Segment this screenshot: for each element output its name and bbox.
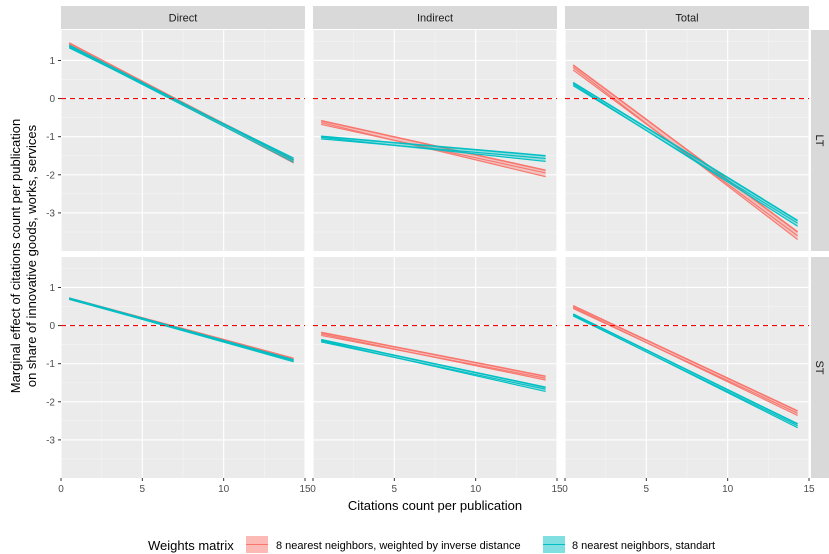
y-tick-label: 0 bbox=[49, 94, 55, 105]
strip-label: ST bbox=[813, 360, 825, 374]
x-tick-label: 10 bbox=[218, 484, 230, 495]
estimate-line bbox=[68, 297, 294, 361]
estimate-line bbox=[572, 64, 799, 233]
series-standart bbox=[572, 313, 798, 429]
strip-lt: LT bbox=[811, 30, 829, 251]
bound-line bbox=[572, 315, 798, 427]
strip-background bbox=[313, 6, 557, 29]
strip-label: Direct bbox=[169, 13, 198, 25]
y-axis-title: Marginal effect of citations count per p… bbox=[8, 119, 39, 393]
strip-background bbox=[565, 6, 809, 29]
x-tick-label: 0 bbox=[58, 484, 64, 495]
legend-label-standart: 8 nearest neighbors, standart bbox=[572, 540, 715, 552]
legend-label-inverse-distance: 8 nearest neighbors, weighted by inverse… bbox=[276, 540, 521, 552]
legend-title: Weights matrix bbox=[148, 538, 234, 553]
panel-st-indirect bbox=[312, 257, 558, 478]
y-tick-label: -1 bbox=[46, 359, 55, 370]
x-tick-label: 0 bbox=[310, 484, 316, 495]
y-tick-label: 1 bbox=[49, 56, 55, 67]
x-tick-label: 5 bbox=[644, 484, 650, 495]
estimate-line bbox=[320, 338, 546, 389]
strip-st: ST bbox=[811, 257, 829, 478]
legend-item-inverse-distance: 8 nearest neighbors, weighted by inverse… bbox=[246, 536, 521, 553]
y-tick-label: 0 bbox=[49, 321, 55, 332]
bound-line bbox=[321, 136, 546, 163]
strip-background bbox=[811, 257, 829, 478]
bound-line bbox=[572, 85, 798, 224]
series-standart bbox=[320, 338, 546, 393]
bound-line bbox=[321, 138, 546, 159]
series-standart bbox=[321, 135, 546, 163]
axes: 10-1-2-310-1-2-30 5 10 15 0 5 10 15 0 5 10 15 bbox=[46, 56, 815, 495]
panel-lt-direct bbox=[60, 30, 306, 251]
strip-background bbox=[811, 30, 829, 251]
estimate-line bbox=[572, 305, 798, 412]
bound-line bbox=[321, 341, 546, 390]
panel-lt-indirect bbox=[312, 30, 558, 251]
bound-line bbox=[68, 47, 294, 159]
x-tick-label: 10 bbox=[722, 484, 734, 495]
y-tick-label: -3 bbox=[46, 208, 55, 219]
strip-total: Total bbox=[565, 6, 809, 29]
panel-st-total bbox=[564, 257, 810, 478]
panels-layer bbox=[60, 30, 810, 478]
y-tick-label: -1 bbox=[46, 132, 55, 143]
legend-item-standart: 8 nearest neighbors, standart bbox=[543, 536, 715, 553]
panel-lt-total bbox=[564, 30, 810, 251]
estimate-line bbox=[321, 135, 546, 157]
y-tick-label: 1 bbox=[49, 283, 55, 294]
strip-label: LT bbox=[813, 134, 825, 146]
x-tick-label: 15 bbox=[551, 484, 563, 495]
x-tick-label: 15 bbox=[299, 484, 311, 495]
bound-line bbox=[572, 69, 798, 237]
estimate-line bbox=[572, 313, 798, 425]
strip-background bbox=[61, 6, 305, 29]
series-standart bbox=[68, 297, 294, 363]
series-inverse-distance bbox=[572, 305, 798, 417]
x-tick-label: 15 bbox=[803, 484, 815, 495]
estimate-line bbox=[320, 331, 546, 378]
series-standart bbox=[68, 44, 294, 163]
x-tick-label: 5 bbox=[392, 484, 398, 495]
facet-strips: Direct Indirect Total LT ST bbox=[61, 6, 829, 478]
y-axis-title-line-2: on share of innovative goods, works, ser… bbox=[24, 124, 39, 387]
estimate-line bbox=[572, 81, 799, 222]
x-tick-label: 5 bbox=[140, 484, 146, 495]
bound-line bbox=[68, 298, 294, 362]
x-tick-label: 10 bbox=[470, 484, 482, 495]
y-axis-title-line-1: Marginal effect of citations count per p… bbox=[8, 119, 23, 393]
series-standart bbox=[572, 81, 799, 227]
bound-line bbox=[321, 334, 546, 379]
x-tick-label: 0 bbox=[562, 484, 568, 495]
y-tick-label: -2 bbox=[46, 397, 55, 408]
bound-line bbox=[321, 340, 546, 393]
bound-line bbox=[572, 83, 798, 227]
strip-direct: Direct bbox=[61, 6, 305, 29]
legend: Weights matrix 8 nearest neighbors, weig… bbox=[148, 536, 715, 553]
series-inverse-distance bbox=[320, 331, 546, 381]
strip-label: Indirect bbox=[417, 13, 453, 25]
strip-indirect: Indirect bbox=[313, 6, 557, 29]
y-tick-label: -2 bbox=[46, 170, 55, 181]
y-tick-label: -3 bbox=[46, 435, 55, 446]
strip-label: Total bbox=[675, 13, 698, 25]
panel-st-direct bbox=[60, 257, 306, 478]
x-axis-title: Citations count per publication bbox=[348, 498, 522, 513]
